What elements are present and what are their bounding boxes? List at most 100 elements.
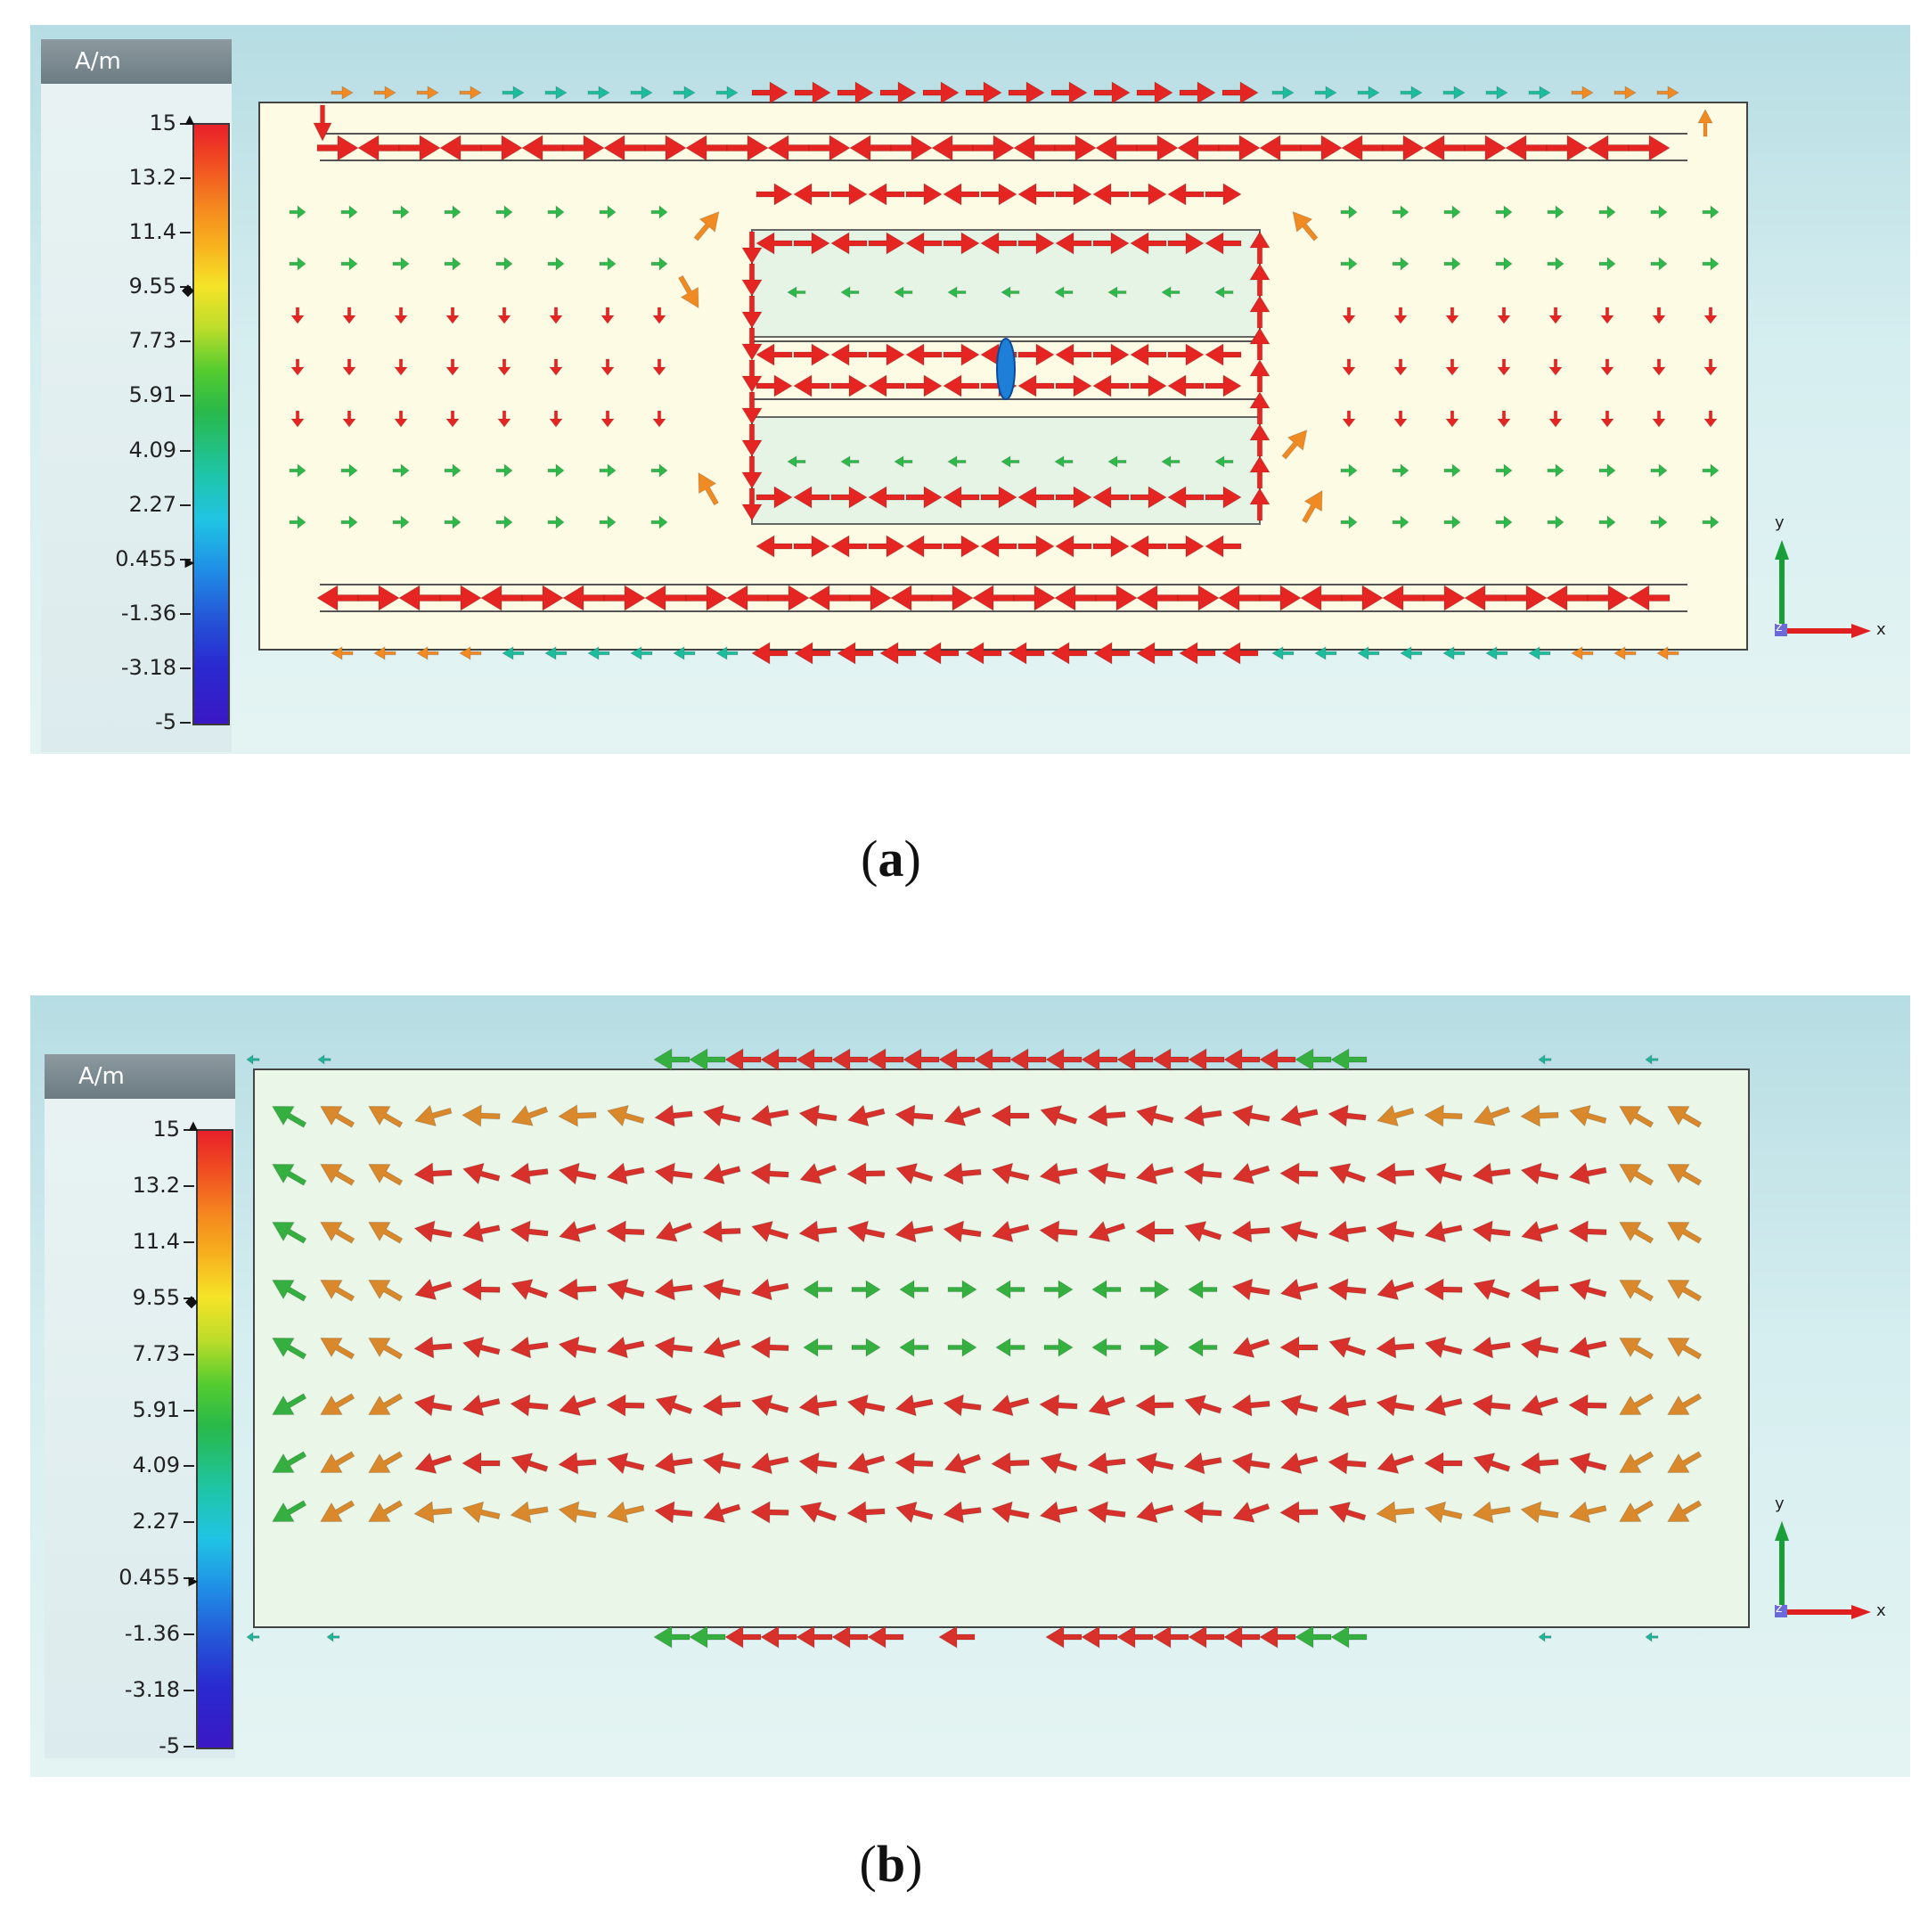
current-arrow xyxy=(751,642,788,665)
current-arrow xyxy=(990,1104,1030,1127)
current-arrow xyxy=(271,1500,307,1523)
current-arrow xyxy=(1259,585,1302,611)
current-arrow xyxy=(341,307,357,324)
current-arrow xyxy=(1442,646,1466,660)
current-arrow xyxy=(1292,210,1319,242)
current-arrow xyxy=(750,1104,789,1127)
current-arrow xyxy=(1613,86,1637,100)
current-arrow xyxy=(603,585,646,611)
current-arrow xyxy=(1444,410,1460,428)
current-arrow xyxy=(271,1451,307,1474)
current-arrow xyxy=(846,1452,886,1475)
current-arrow xyxy=(756,486,793,509)
current-arrow xyxy=(1161,286,1180,299)
current-arrow xyxy=(1472,1162,1511,1185)
colorbar-marker-icon: ◆ xyxy=(182,281,194,299)
current-arrow xyxy=(938,1625,976,1649)
current-arrow xyxy=(846,1394,886,1417)
current-arrow xyxy=(317,1054,331,1065)
current-arrow xyxy=(1095,585,1138,611)
current-arrow xyxy=(808,585,851,611)
current-arrow xyxy=(1548,307,1564,324)
current-arrow xyxy=(1547,256,1564,272)
current-arrow xyxy=(798,1394,837,1417)
current-arrow xyxy=(890,585,933,611)
current-arrow xyxy=(1666,1221,1703,1244)
current-arrow xyxy=(1183,1452,1222,1475)
current-arrow xyxy=(905,343,943,366)
current-arrow xyxy=(1443,256,1461,272)
current-arrow xyxy=(1039,1162,1078,1185)
colorbar-tick-label: 0.455 xyxy=(115,545,176,571)
current-arrow xyxy=(1651,307,1667,324)
current-arrow xyxy=(462,1394,501,1417)
current-arrow xyxy=(1341,135,1384,161)
current-arrow xyxy=(331,86,354,100)
current-arrow xyxy=(1328,1501,1367,1524)
current-arrow xyxy=(760,1625,797,1649)
current-arrow xyxy=(1443,204,1461,220)
current-arrow xyxy=(290,358,306,376)
current-arrow xyxy=(798,1452,837,1475)
current-arrow xyxy=(1330,1625,1368,1649)
current-arrow xyxy=(787,286,806,299)
current-arrow xyxy=(846,1501,886,1524)
current-arrow xyxy=(495,463,513,479)
current-arrow xyxy=(1702,204,1720,220)
current-arrow xyxy=(1167,343,1205,366)
current-arrow xyxy=(741,423,763,457)
current-arrow xyxy=(644,585,687,611)
current-arrow xyxy=(341,410,357,428)
current-arrow xyxy=(849,135,892,161)
current-arrow xyxy=(1505,585,1548,611)
current-arrow xyxy=(1218,585,1261,611)
current-arrow xyxy=(726,135,769,161)
current-arrow xyxy=(1092,343,1130,366)
current-arrow xyxy=(1107,286,1127,299)
current-arrow xyxy=(1528,86,1551,100)
current-arrow xyxy=(1116,1625,1154,1649)
current-arrow xyxy=(741,455,763,489)
current-arrow xyxy=(373,646,396,660)
colorbar-tick-mark xyxy=(180,722,191,724)
colorbar-tick-mark xyxy=(184,1240,194,1243)
current-arrow xyxy=(1188,1048,1225,1071)
current-arrow xyxy=(903,1048,940,1071)
current-arrow xyxy=(495,514,513,530)
current-arrow xyxy=(1017,232,1055,255)
current-arrow xyxy=(502,86,525,100)
current-arrow xyxy=(316,135,359,161)
current-arrow xyxy=(1009,1048,1047,1071)
current-arrow xyxy=(340,204,358,220)
colorbar-tick-label: -1.36 xyxy=(124,1621,180,1647)
current-arrow xyxy=(1205,486,1242,509)
colorbar-tick-mark xyxy=(184,1184,194,1187)
current-arrow xyxy=(1130,535,1167,558)
current-arrow xyxy=(830,486,868,509)
current-arrow xyxy=(1095,135,1138,161)
current-arrow xyxy=(980,183,1017,206)
current-arrow xyxy=(1376,1278,1415,1301)
current-arrow xyxy=(1464,135,1507,161)
current-arrow xyxy=(319,1337,355,1360)
current-arrow xyxy=(1045,1048,1082,1071)
current-arrow xyxy=(462,1162,501,1185)
current-arrow xyxy=(1472,1394,1511,1417)
current-arrow xyxy=(1043,1338,1074,1357)
current-arrow xyxy=(895,1162,934,1185)
current-arrow xyxy=(1464,585,1507,611)
current-arrow xyxy=(702,1501,741,1524)
current-arrow xyxy=(943,343,980,366)
colorbar-tick-mark xyxy=(184,1690,194,1692)
current-arrow xyxy=(1295,1048,1332,1071)
current-arrow xyxy=(689,1048,726,1071)
current-arrow xyxy=(392,514,410,530)
current-arrow xyxy=(654,1278,693,1301)
current-arrow xyxy=(1259,1048,1296,1071)
current-arrow xyxy=(480,135,523,161)
current-arrow xyxy=(1231,1278,1270,1301)
current-arrow xyxy=(1423,135,1466,161)
current-arrow xyxy=(1093,81,1131,104)
current-arrow xyxy=(868,486,905,509)
current-arrow xyxy=(1087,1104,1126,1127)
